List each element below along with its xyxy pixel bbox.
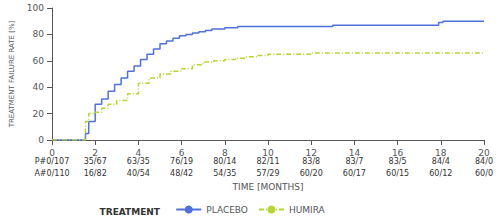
svg-text:57/29: 57/29 [256,169,279,178]
svg-text:35/67: 35/67 [84,157,107,166]
svg-text:84/4: 84/4 [432,157,450,166]
svg-text:14: 14 [349,148,361,158]
svg-text:8: 8 [222,148,228,158]
svg-text:80: 80 [33,29,45,39]
svg-text:10: 10 [262,148,274,158]
svg-text:82/11: 82/11 [256,157,279,166]
svg-text:TREATMENT FAILURE RATE [%]: TREATMENT FAILURE RATE [%] [8,20,16,128]
svg-text:0: 0 [49,148,55,158]
svg-text:60: 60 [33,56,45,66]
svg-text:4: 4 [136,148,142,158]
svg-text:100: 100 [27,3,44,13]
svg-text:A#0/110: A#0/110 [34,169,69,178]
svg-text:40/54: 40/54 [127,169,150,178]
svg-text:PLACEBO: PLACEBO [206,205,248,215]
svg-text:16/82: 16/82 [84,169,107,178]
svg-text:HUMIRA: HUMIRA [289,205,326,215]
svg-text:16: 16 [392,148,404,158]
svg-text:TREATMENT: TREATMENT [100,207,161,217]
svg-text:18: 18 [435,148,447,158]
svg-text:60/12: 60/12 [429,169,452,178]
svg-text:0: 0 [38,135,44,145]
svg-text:83/5: 83/5 [389,157,407,166]
svg-text:20: 20 [478,148,490,158]
svg-text:76/19: 76/19 [170,157,193,166]
svg-text:60/0: 60/0 [475,169,493,178]
svg-text:40: 40 [33,82,45,92]
svg-text:TIME [MONTHS]: TIME [MONTHS] [231,182,303,192]
svg-text:80/14: 80/14 [213,157,236,166]
svg-text:63/35: 63/35 [127,157,150,166]
svg-text:12: 12 [305,148,316,158]
svg-text:48/42: 48/42 [170,169,193,178]
svg-text:54/35: 54/35 [213,169,236,178]
svg-text:84/0: 84/0 [475,157,493,166]
svg-text:60/17: 60/17 [343,169,366,178]
svg-text:6: 6 [179,148,185,158]
svg-text:83/8: 83/8 [302,157,320,166]
svg-text:60/15: 60/15 [386,169,409,178]
svg-text:20: 20 [33,109,45,119]
svg-text:2: 2 [92,148,98,158]
svg-text:83/7: 83/7 [345,157,363,166]
svg-text:60/20: 60/20 [300,169,323,178]
svg-text:P#0/107: P#0/107 [35,157,70,166]
